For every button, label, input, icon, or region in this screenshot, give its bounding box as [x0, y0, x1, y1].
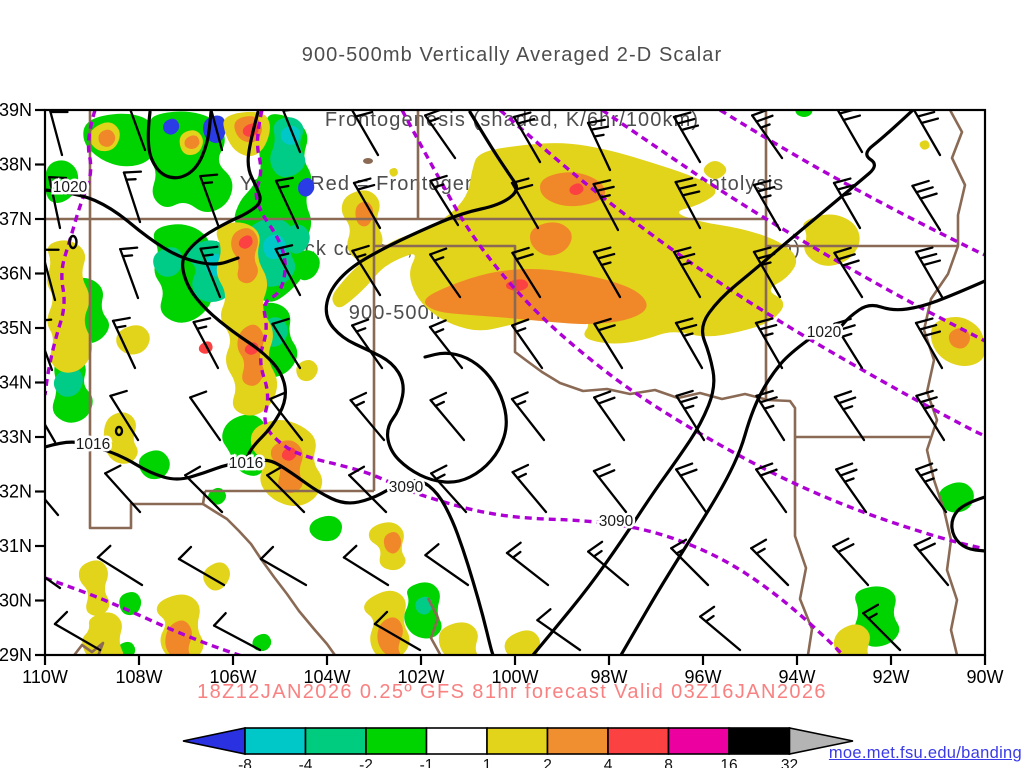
lat-tick-label: 38N [0, 155, 32, 175]
lon-tick-label: 106W [209, 667, 256, 687]
lat-tick-label: 29N [0, 645, 32, 665]
lat-tick-label: 36N [0, 264, 32, 284]
contour-label: 3090 [389, 479, 424, 496]
colorbar-tick-label: -1 [420, 757, 434, 768]
lon-tick-label: 110W [22, 667, 68, 687]
contour-label: 1016 [229, 455, 263, 472]
colorbar-segment [486, 727, 549, 755]
lat-tick-label: 33N [0, 427, 32, 447]
colorbar-segment [607, 727, 670, 755]
title-line-1: 900-500mb Vertically Averaged 2-D Scalar [301, 44, 723, 66]
colorbar-tick-label: 16 [720, 757, 737, 768]
colorbar-segment [304, 727, 367, 755]
frontogenesis-shading [45, 110, 985, 655]
contour-label: 3090 [599, 513, 634, 530]
colorbar-segment [244, 727, 307, 755]
lat-tick-label: 34N [0, 373, 32, 393]
colorbar-tick-label: 32 [781, 757, 798, 768]
lon-tick-label: 100W [491, 667, 538, 687]
lat-tick-label: 32N [0, 482, 32, 502]
colorbar-tick-label: 4 [604, 757, 613, 768]
colorbar-tick-label: -4 [299, 757, 313, 768]
lon-tick-label: 108W [115, 667, 162, 687]
colorbar: -8 -4 -2 -1 1 2 4 8 16 32 [182, 727, 854, 768]
lon-tick-label: 90W [966, 667, 1003, 687]
lat-tick-label: 31N [0, 536, 32, 556]
colorbar-tick-label: -2 [359, 757, 373, 768]
colorbar-segment [425, 727, 488, 755]
lon-tick-label: 94W [778, 667, 815, 687]
lon-tick-label: 96W [684, 667, 721, 687]
colorbar-tick-label: 1 [483, 757, 492, 768]
colorbar-segment [667, 727, 730, 755]
colorbar-segment [365, 727, 428, 755]
lat-tick-label: 35N [0, 318, 32, 338]
contour-label: 1016 [76, 436, 110, 453]
contour-label: 1020 [807, 324, 842, 341]
colorbar-tick-label: -8 [238, 757, 252, 768]
colorbar-segment [546, 727, 609, 755]
forecast-valid-text: 18Z12JAN2026 0.25º GFS 81hr forecast Val… [197, 681, 827, 703]
banding-link[interactable]: moe.met.fsu.edu/banding [828, 744, 1022, 762]
lat-tick-label: 30N [0, 591, 32, 611]
colorbar-segment [728, 727, 791, 755]
height-contours-purple [45, 110, 985, 655]
wind-barbs [45, 110, 950, 652]
contour-labels: 1020 1016 1016 3090 3090 1020 [50, 177, 844, 533]
lon-tick-label: 102W [397, 667, 444, 687]
colorbar-tick-label: 2 [543, 757, 552, 768]
lon-tick-label: 104W [303, 667, 350, 687]
lon-tick-label: 92W [872, 667, 909, 687]
lon-tick-label: 98W [590, 667, 627, 687]
contour-label: 1020 [53, 179, 88, 196]
colorbar-tick-label: 8 [664, 757, 673, 768]
lat-tick-label: 39N [0, 100, 32, 120]
lat-tick-label: 37N [0, 209, 32, 229]
